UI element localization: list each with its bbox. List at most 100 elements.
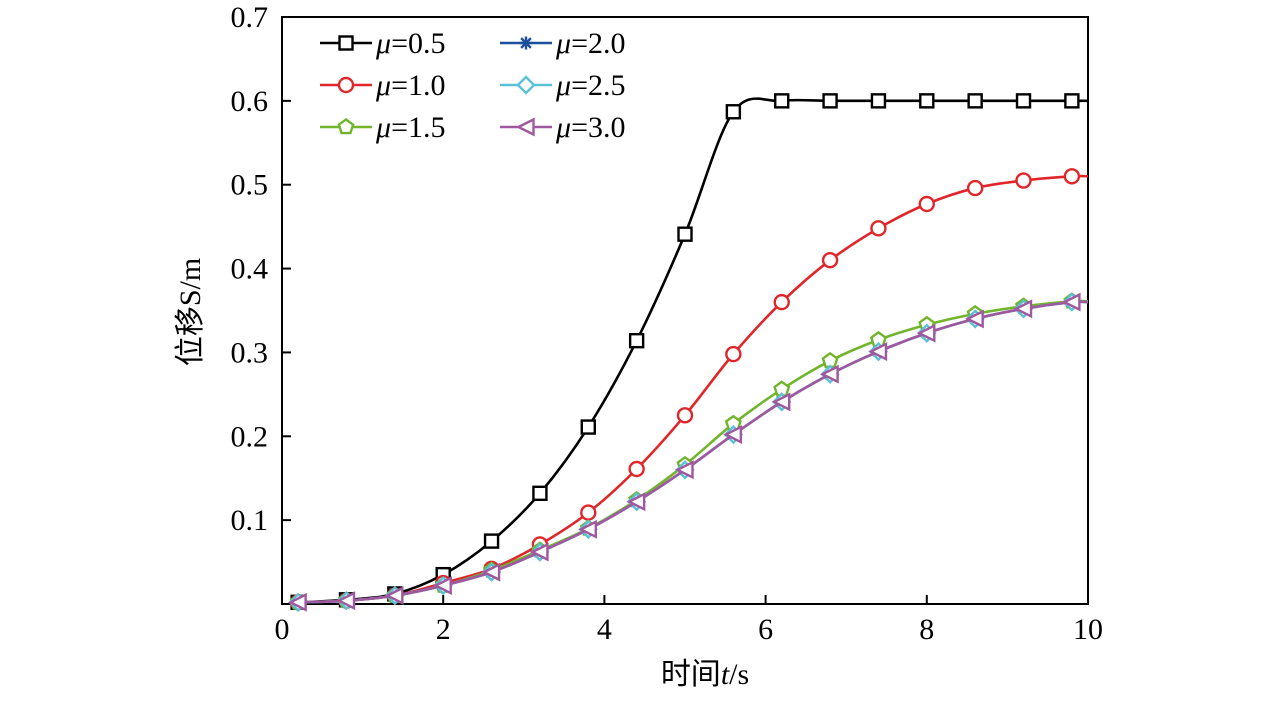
series-group	[287, 93, 1089, 613]
legend-symbol: μ	[375, 27, 391, 60]
x-tick-label: 8	[919, 613, 934, 646]
y-tick-label: 0.4	[231, 253, 269, 286]
data-point	[1013, 299, 1033, 319]
series-line	[298, 299, 1089, 604]
data-point	[1061, 292, 1081, 312]
x-tick-label: 6	[758, 613, 773, 646]
y-tick-label: 0.5	[231, 169, 269, 202]
data-point	[870, 93, 887, 109]
legend-marker	[338, 35, 354, 51]
legend-label: μ=1.0	[375, 69, 445, 102]
data-point	[529, 542, 549, 562]
x-tick-label: 4	[597, 613, 612, 646]
series-line	[298, 300, 1089, 604]
legend-marker	[519, 36, 533, 50]
series-line	[298, 97, 1088, 604]
data-point	[725, 345, 742, 363]
data-point	[433, 576, 452, 595]
data-point	[1064, 93, 1080, 109]
x-axis-title-variable: t	[721, 658, 730, 691]
legend-symbol: μ	[375, 111, 391, 144]
data-point	[868, 342, 888, 362]
data-point	[870, 220, 887, 237]
series-1	[290, 93, 1088, 611]
data-point	[336, 591, 356, 611]
data-point	[481, 562, 501, 582]
legend-item-5: μ=2.5	[500, 69, 625, 102]
legend-symbol: μ	[555, 27, 571, 60]
legend-value: =2.0	[571, 27, 625, 60]
series-line	[298, 174, 1089, 604]
series-line	[298, 300, 1089, 604]
x-tick-label: 0	[275, 613, 290, 646]
data-point	[967, 93, 983, 109]
legend-label: μ=2.5	[555, 69, 625, 102]
data-point	[774, 93, 790, 109]
data-point	[918, 195, 935, 213]
x-axis-title-unit: /s	[729, 658, 749, 691]
data-point	[964, 309, 984, 329]
y-tick-label: 0.6	[231, 85, 269, 118]
y-tick-label: 0.7	[231, 1, 269, 34]
x-tick-label: 2	[436, 613, 451, 646]
data-point	[677, 226, 693, 242]
data-point	[821, 251, 839, 269]
data-point	[725, 104, 742, 120]
legend-item-2: μ=1.0	[320, 69, 445, 102]
y-axis-title: 位移S/m	[174, 258, 207, 366]
legend-marker	[516, 75, 536, 95]
legend-value: =2.5	[571, 69, 625, 102]
axes	[281, 16, 1089, 605]
data-point	[532, 485, 548, 502]
data-point	[916, 323, 936, 343]
legend-value: =1.5	[391, 111, 445, 144]
legend-marker	[337, 118, 355, 135]
data-point	[1063, 168, 1081, 185]
legend-label: μ=1.5	[375, 111, 445, 144]
series-4	[291, 295, 1089, 609]
tick-labels: 0 2 4 6 8 10 0.1 0.2 0.3 0.4 0.5 0.6 0.7	[231, 1, 1104, 646]
series-6	[287, 292, 1089, 612]
data-point	[1015, 93, 1032, 109]
data-point	[628, 460, 645, 478]
data-point	[384, 586, 404, 606]
data-point	[723, 425, 743, 445]
legend-value: =0.5	[391, 27, 445, 60]
legend-value: =3.0	[571, 111, 625, 144]
series-3	[289, 292, 1089, 610]
y-tick-label: 0.1	[231, 504, 269, 537]
legend-marker	[337, 76, 355, 94]
data-point	[819, 364, 839, 384]
legend-item-1: μ=0.5	[320, 27, 445, 60]
legend-symbol: μ	[375, 69, 391, 102]
data-point	[966, 179, 984, 197]
data-point	[771, 392, 791, 412]
data-point	[822, 93, 838, 109]
series-5	[288, 292, 1089, 613]
data-point	[578, 519, 597, 539]
legend-label: μ=2.0	[555, 27, 625, 60]
data-point	[580, 504, 597, 521]
data-point	[287, 592, 307, 612]
data-point	[676, 407, 694, 424]
legend-label: μ=0.5	[375, 27, 445, 60]
legend-marker	[515, 117, 535, 137]
data-point	[1015, 172, 1032, 189]
legend-symbol: μ	[555, 111, 571, 144]
legend-symbol: μ	[555, 69, 571, 102]
tick-marks	[281, 16, 1089, 604]
data-point	[628, 332, 645, 349]
x-axis-title-prefix: 时间	[661, 658, 721, 691]
data-point	[674, 460, 694, 480]
series-line	[298, 300, 1089, 604]
legend-item-3: μ=1.5	[320, 111, 445, 144]
data-point	[626, 492, 646, 512]
x-tick-label: 10	[1073, 613, 1103, 646]
legend-label: μ=3.0	[555, 111, 625, 144]
data-point	[580, 419, 596, 435]
y-tick-label: 0.3	[231, 336, 269, 369]
data-point	[483, 533, 500, 549]
plot-frame	[281, 16, 1089, 605]
